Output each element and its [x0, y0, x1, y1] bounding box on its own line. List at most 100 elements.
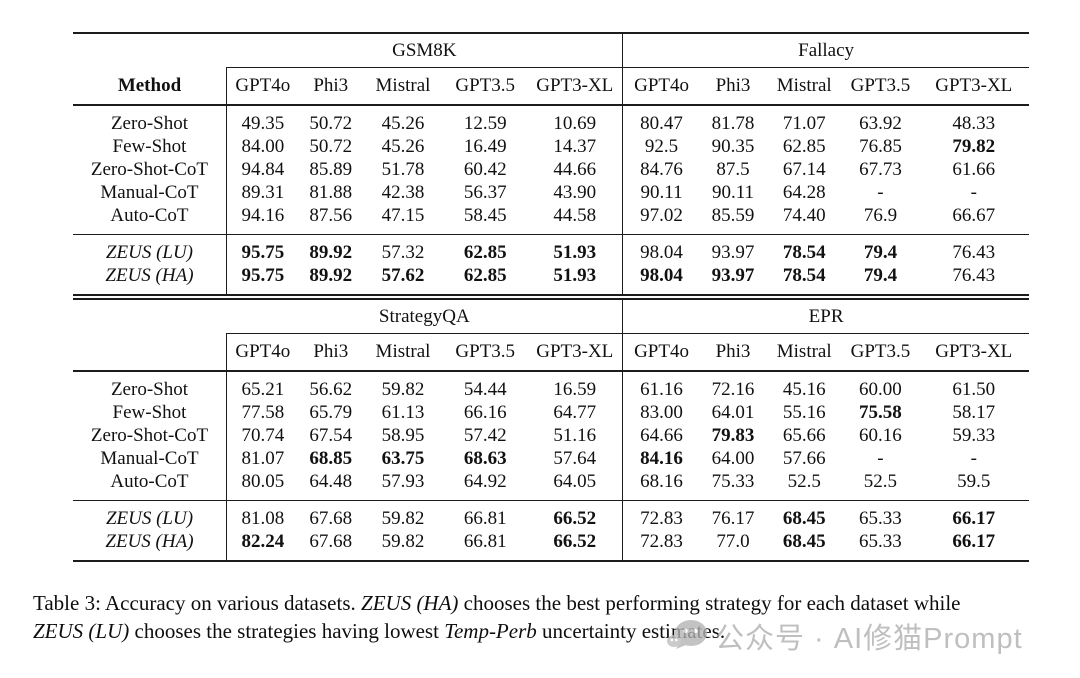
value-cell: 98.04 — [622, 264, 700, 294]
method-cell: Zero-Shot-CoT — [90, 159, 209, 180]
value-cell: 45.16 — [782, 379, 826, 400]
model-column-header: Phi3 — [298, 333, 363, 372]
value-cell: 59.82 — [381, 531, 425, 552]
value-cell: 60.42 — [463, 159, 507, 180]
method-cell: ZEUS (LU) — [73, 234, 227, 264]
model-column-header: GPT3-XL — [527, 67, 623, 106]
table-row: Zero-Shot-CoT 70.74 67.54 58.95 57.42 51.16 64… — [73, 424, 1029, 447]
value-cell: 51.16 — [553, 425, 597, 446]
value-cell: 64.48 — [309, 471, 353, 492]
value-cell: 75.58 — [859, 402, 902, 423]
value-cell: 67.68 — [309, 531, 353, 552]
value-cell: 93.97 — [699, 234, 767, 264]
value-cell: 82.24 — [225, 530, 299, 561]
value-cell: 57.42 — [463, 425, 507, 446]
table-separator-double-rule — [73, 294, 1029, 300]
value-cell: 68.16 — [622, 470, 700, 501]
value-cell: 84.00 — [225, 135, 299, 158]
model-column-header: Mistral — [766, 333, 843, 372]
value-cell: 55.16 — [782, 402, 826, 423]
value-cell: 57.93 — [381, 471, 425, 492]
value-cell: 67.14 — [782, 159, 826, 180]
value-cell: 64.28 — [782, 182, 826, 203]
model-column-header: GPT3.5 — [443, 333, 528, 372]
value-cell: 64.00 — [711, 448, 755, 469]
model-column-header: GPT4o — [622, 333, 700, 372]
value-cell: 68.45 — [766, 500, 843, 530]
value-cell: 81.08 — [225, 500, 299, 530]
value-cell: 51.93 — [527, 234, 623, 264]
value-cell: 93.97 — [711, 265, 755, 286]
value-cell: 65.21 — [225, 371, 299, 401]
value-cell: 47.15 — [381, 205, 425, 226]
model-column-header: Mistral — [766, 67, 843, 106]
value-cell: 16.59 — [553, 379, 597, 400]
value-cell: 77.58 — [225, 401, 299, 424]
value-cell: 61.13 — [381, 402, 425, 423]
value-cell: 90.11 — [711, 182, 755, 203]
value-cell: 66.81 — [443, 500, 528, 530]
method-cell: ZEUS (LU) — [73, 500, 227, 530]
dataset-group-header: StrategyQA — [226, 300, 623, 334]
caption-line-1: Table 3: Accuracy on various datasets. Z… — [33, 591, 961, 615]
value-cell: 64.92 — [463, 471, 507, 492]
value-cell: 43.90 — [553, 182, 597, 203]
value-cell: 77.0 — [716, 531, 750, 552]
value-cell: 57.32 — [362, 234, 444, 264]
value-cell: 98.04 — [622, 234, 700, 264]
value-cell: 50.72 — [309, 136, 353, 157]
value-cell: 81.78 — [711, 113, 755, 134]
method-cell: ZEUS (HA) — [105, 265, 194, 286]
value-cell: 65.79 — [309, 402, 353, 423]
value-cell: 52.5 — [787, 471, 821, 492]
value-cell: 72.16 — [711, 379, 755, 400]
value-cell: 78.54 — [782, 265, 826, 286]
value-cell: 64.77 — [553, 402, 597, 423]
value-cell: - — [970, 448, 977, 469]
model-column-header: GPT4o — [225, 67, 299, 106]
method-cell: Zero-Shot-CoT — [90, 425, 209, 446]
value-cell: 58.95 — [381, 425, 425, 446]
dataset-group-header: Fallacy — [622, 33, 1029, 68]
value-cell: 95.75 — [225, 264, 299, 294]
value-cell: 64.66 — [622, 424, 700, 447]
value-cell: 63.92 — [859, 113, 902, 134]
table-row: ZEUS (HA) 82.24 67.68 59.82 66.81 66.52 72.83 7… — [73, 530, 1029, 561]
method-cell: Few-Shot — [112, 402, 187, 423]
value-cell: 60.00 — [859, 379, 902, 400]
value-cell: 75.33 — [711, 471, 755, 492]
value-cell: 85.59 — [711, 205, 755, 226]
value-cell: 64.01 — [711, 402, 755, 423]
model-column-header: GPT4o — [225, 333, 299, 372]
value-cell: 66.17 — [918, 500, 1029, 530]
table-row: Few-Shot 77.58 65.79 61.13 66.16 64.77 83.00 64… — [73, 401, 1029, 424]
value-cell: 64.05 — [553, 471, 597, 492]
value-cell: 68.45 — [782, 531, 826, 552]
method-cell: Auto-CoT — [110, 205, 189, 226]
table-row: Auto-CoT 80.05 64.48 57.93 64.92 64.05 68.16 75… — [73, 470, 1029, 501]
value-cell: 42.38 — [381, 182, 425, 203]
value-cell: 66.81 — [463, 531, 507, 552]
caption-text: chooses the strategies having lowest — [129, 619, 445, 643]
value-cell: 65.33 — [842, 500, 919, 530]
dataset-group-header: GSM8K — [226, 33, 623, 68]
value-cell: 58.45 — [463, 205, 507, 226]
value-cell: 54.44 — [463, 379, 507, 400]
value-cell: 90.35 — [711, 136, 755, 157]
model-column-header: GPT3.5 — [842, 67, 919, 106]
value-cell: 12.59 — [463, 113, 507, 134]
value-cell: 59.5 — [957, 471, 991, 492]
value-cell: 89.31 — [225, 181, 299, 204]
value-cell: 62.85 — [443, 234, 528, 264]
table-row: Zero-Shot 65.21 56.62 59.82 54.44 16.59 61.16 7… — [73, 371, 1029, 401]
value-cell: 62.85 — [463, 265, 507, 286]
method-column-header: Method — [73, 67, 227, 106]
value-cell: 59.33 — [952, 425, 996, 446]
value-cell: - — [970, 182, 977, 203]
method-column-header — [73, 333, 227, 372]
value-cell: 74.40 — [782, 205, 826, 226]
value-cell: 60.16 — [859, 425, 902, 446]
value-cell: 14.37 — [553, 136, 597, 157]
value-cell: 76.17 — [699, 500, 767, 530]
value-cell: 66.52 — [553, 531, 597, 552]
